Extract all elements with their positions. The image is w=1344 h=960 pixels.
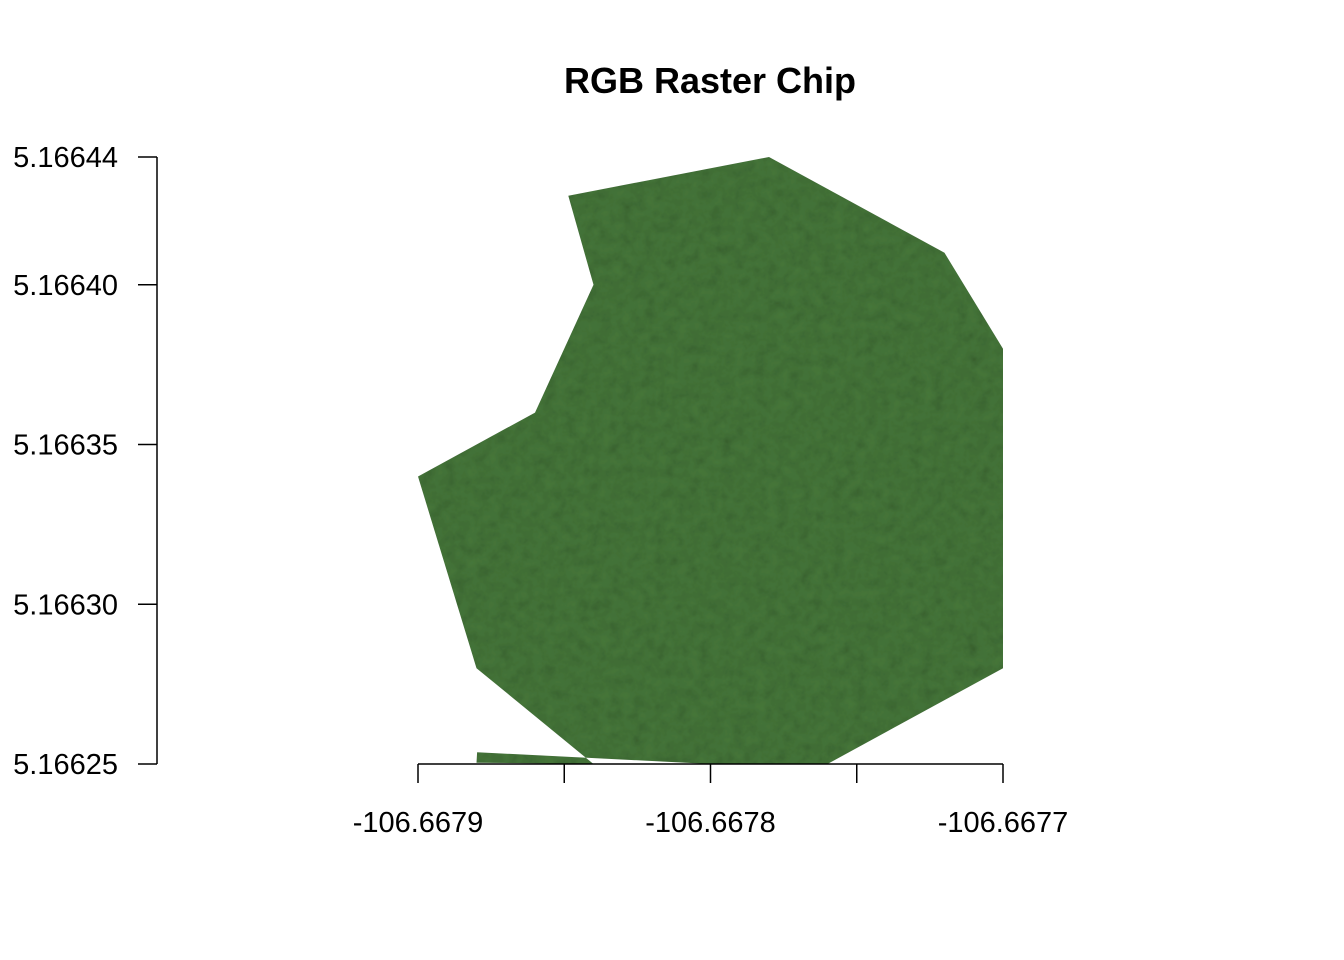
y-axis: 5.16625 5.16630 5.16635 5.16640 5.16644 <box>13 142 158 781</box>
x-tick-label: -106.6677 <box>938 807 1069 839</box>
x-tick-label: -106.6678 <box>645 807 776 839</box>
x-axis: -106.6679 -106.6678 -106.6677 <box>353 763 1069 839</box>
x-tick-label: -106.6679 <box>353 807 484 839</box>
raster-chip-polygon <box>418 157 1003 764</box>
y-tick-label: 5.16635 <box>13 430 118 462</box>
y-tick-label: 5.16630 <box>13 589 118 621</box>
raster-layer <box>418 157 1003 764</box>
y-tick-label: 5.16644 <box>13 142 118 174</box>
y-tick-label: 5.16640 <box>13 270 118 302</box>
y-tick-label: 5.16625 <box>13 749 118 781</box>
chart-title: RGB Raster Chip <box>564 60 856 101</box>
